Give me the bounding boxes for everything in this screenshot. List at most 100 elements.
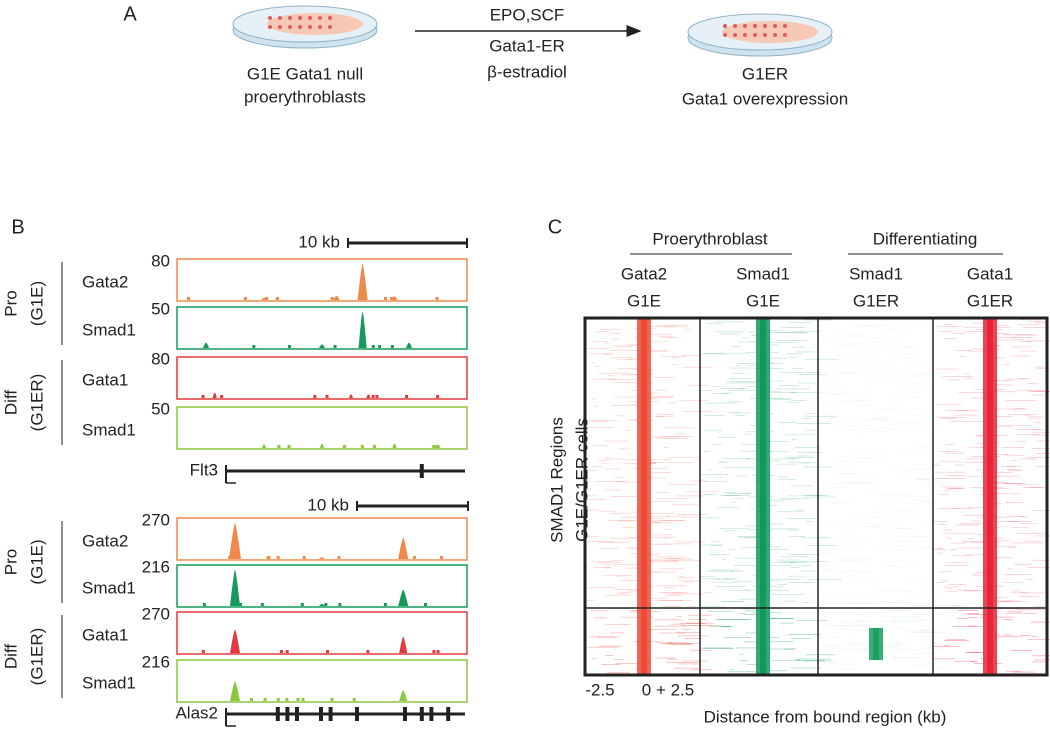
x-tick: 0 + 2.5: [642, 680, 694, 699]
noise: [296, 698, 300, 701]
noise: [435, 297, 439, 300]
noise: [288, 345, 292, 348]
noise: [375, 395, 379, 398]
track-name: Smad1: [82, 673, 136, 692]
track-box: [176, 356, 468, 400]
cell: [763, 33, 767, 37]
y-label: G1E/G1ER cells: [572, 418, 591, 542]
noise: [302, 556, 306, 559]
treatment: Gata1-ER: [489, 36, 565, 55]
panel-label: B: [11, 216, 24, 238]
peak-core: [760, 318, 766, 675]
gene-name: Alas2: [175, 703, 218, 722]
noise: [371, 395, 375, 398]
heatmap-frame: [583, 316, 1049, 677]
noise: [276, 698, 280, 701]
noise: [330, 297, 334, 300]
treatment: β-estradiol: [487, 62, 567, 81]
cell: [773, 24, 777, 28]
noise: [201, 650, 205, 653]
caption: G1ER: [742, 64, 788, 83]
exon: [295, 707, 299, 721]
noise: [313, 395, 317, 398]
column-factor: Gata2: [621, 264, 667, 283]
cell: [733, 33, 737, 37]
signal: [179, 312, 465, 348]
noise: [231, 650, 235, 653]
column-factor: Smad1: [849, 264, 903, 283]
noise: [279, 650, 283, 653]
group-cells: (G1ER): [27, 628, 46, 686]
signal: [179, 629, 465, 653]
exon: [319, 707, 323, 721]
track-name: Gata1: [82, 370, 128, 389]
cell: [733, 24, 737, 28]
noise: [436, 445, 440, 448]
track-max: 216: [142, 557, 170, 576]
cell: [763, 24, 767, 28]
exon: [429, 707, 434, 721]
cell: [298, 25, 302, 29]
y-label: SMAD1 Regions: [547, 417, 566, 543]
noise: [263, 698, 267, 701]
group-stage: Diff: [1, 644, 20, 669]
noise: [338, 603, 342, 606]
signal: [179, 681, 465, 701]
track-name: Gata2: [82, 531, 128, 550]
noise: [337, 556, 341, 559]
track-name: Smad1: [82, 578, 136, 597]
noise: [201, 395, 205, 398]
caption: proerythroblasts: [244, 87, 366, 106]
noise: [407, 345, 411, 348]
group-stage: Pro: [1, 549, 20, 575]
track-max: 80: [151, 349, 170, 368]
group-cells: (G1ER): [27, 374, 46, 432]
noise: [325, 395, 329, 398]
cell: [743, 33, 747, 37]
exon: [355, 707, 359, 721]
cell: [328, 16, 332, 20]
noise: [301, 698, 305, 701]
column-cells: G1ER: [967, 291, 1013, 310]
noise: [187, 297, 191, 300]
track-name: Gata1: [82, 625, 128, 644]
column-factor: Gata1: [967, 264, 1013, 283]
noise: [432, 445, 436, 448]
noise: [372, 445, 376, 448]
track-name: Gata2: [82, 272, 128, 291]
group-cells: (G1E): [27, 281, 46, 326]
treatment: EPO,SCF: [490, 5, 565, 24]
cell: [298, 16, 302, 20]
cell: [308, 16, 312, 20]
dish-right: [687, 13, 833, 57]
noise: [405, 395, 409, 398]
noise: [285, 650, 289, 653]
group-stage: Pro: [1, 290, 20, 316]
column-cells: G1ER: [853, 291, 899, 310]
scale-label: 10 kb: [298, 232, 340, 251]
x-label: Distance from bound region (kb): [704, 707, 947, 726]
cell: [318, 25, 322, 29]
cell: [723, 24, 727, 28]
column-factor: Smad1: [736, 264, 790, 283]
noise: [285, 698, 289, 701]
noise: [352, 698, 356, 701]
noise: [371, 345, 375, 348]
cell: [328, 25, 332, 29]
column-cells: G1E: [627, 291, 661, 310]
noise: [390, 345, 394, 348]
noise: [287, 445, 291, 448]
noise: [220, 395, 224, 398]
noise: [366, 650, 370, 653]
noise: [358, 345, 362, 348]
noise: [360, 445, 364, 448]
signal: [179, 264, 465, 300]
cell: [288, 16, 292, 20]
gene-name: Flt3: [190, 460, 218, 479]
cell: [318, 16, 322, 20]
track-box: [176, 258, 468, 302]
exon: [328, 707, 333, 721]
track-max: 270: [142, 510, 170, 529]
panel-label: C: [548, 216, 562, 238]
